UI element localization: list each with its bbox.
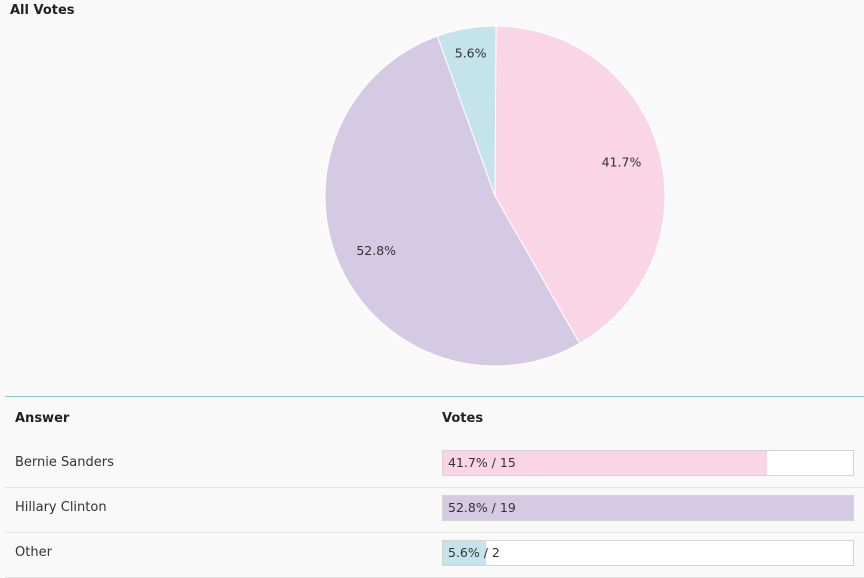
pie-chart: 41.7% 52.8% 5.6%: [324, 25, 666, 367]
pie-slice: [436, 25, 497, 197]
answer-label: Bernie Sanders: [15, 455, 114, 470]
pie-slice: [494, 25, 666, 345]
vote-bar-fill: [443, 496, 853, 520]
vote-bar-fill: [443, 451, 767, 475]
table-row: Other 5.6% / 2: [5, 532, 864, 578]
pie-slice: [324, 35, 581, 367]
vote-bar: 5.6% / 2: [442, 540, 854, 566]
slice-label: 5.6%: [455, 46, 487, 61]
table-row: Hillary Clinton 52.8% / 19: [5, 487, 864, 533]
table-row: Bernie Sanders 41.7% / 15: [5, 442, 864, 488]
answer-label: Other: [15, 545, 52, 560]
votes-header: Votes: [442, 411, 484, 426]
chart-title: All Votes: [10, 3, 75, 18]
vote-bar-label: 52.8% / 19: [448, 500, 516, 515]
vote-bar-label: 41.7% / 15: [448, 455, 516, 470]
slice-label: 52.8%: [356, 243, 396, 258]
divider: [5, 396, 864, 397]
vote-bar: 41.7% / 15: [442, 450, 854, 476]
slice-label: 41.7%: [602, 154, 642, 169]
vote-bar: 52.8% / 19: [442, 495, 854, 521]
vote-bar-fill: [443, 541, 487, 565]
vote-bar-label: 5.6% / 2: [448, 545, 500, 560]
answer-label: Hillary Clinton: [15, 500, 107, 515]
answer-header: Answer: [15, 411, 70, 426]
